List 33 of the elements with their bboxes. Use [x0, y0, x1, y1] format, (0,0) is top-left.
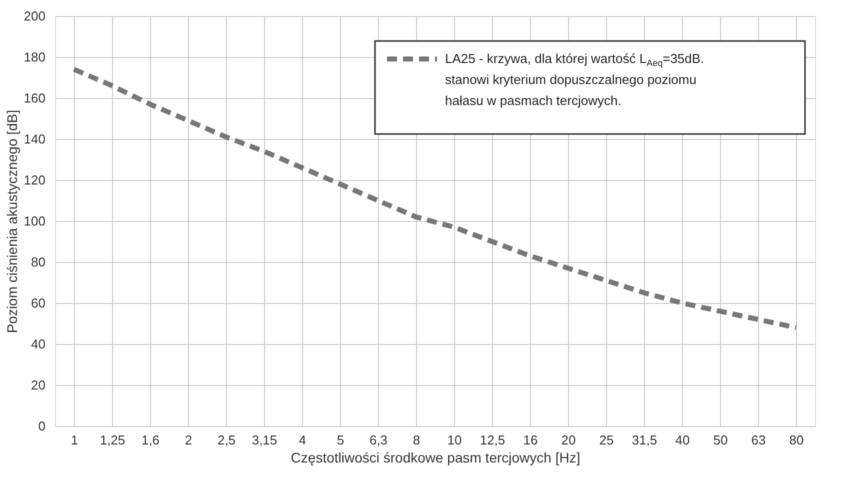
x-tick-label: 31,5 — [632, 432, 658, 448]
y-tick-label: 100 — [24, 214, 46, 228]
y-tick-label: 20 — [31, 378, 46, 392]
x-tick-label: 1 — [70, 432, 78, 448]
y-tick-label: 200 — [24, 8, 46, 24]
x-tick-label: 40 — [675, 432, 690, 448]
x-tick-label: 5 — [336, 432, 344, 448]
y-tick-label: 0 — [38, 418, 46, 434]
y-tick-label: 60 — [31, 296, 46, 310]
x-tick-label: 16 — [523, 432, 538, 448]
y-tick-label: 160 — [24, 90, 46, 106]
y-tick-label: 80 — [31, 254, 46, 270]
x-tick-label: 80 — [789, 432, 804, 448]
x-tick-label: 1,25 — [100, 432, 126, 448]
x-tick-label: 8 — [412, 432, 420, 448]
x-tick-label: 2,5 — [217, 432, 236, 448]
x-tick-label: 6,3 — [369, 432, 388, 448]
x-tick-label: 20 — [561, 432, 576, 448]
x-tick-label: 2 — [184, 432, 192, 448]
x-tick-label: 1,6 — [141, 432, 160, 448]
y-tick-label: 140 — [24, 132, 46, 146]
x-tick-label: 25 — [599, 432, 614, 448]
x-axis-title: Częstotliwości środkowe pasm tercjowych [Hz] — [290, 450, 580, 466]
y-tick-label: 180 — [24, 50, 46, 64]
x-tick-label: 3,15 — [252, 432, 278, 448]
y-axis-title: Poziom ciśnienia akustycznego [dB] — [4, 110, 20, 334]
x-tick-label: 50 — [713, 432, 728, 448]
y-tick-label: 40 — [31, 336, 46, 352]
x-tick-label: 63 — [751, 432, 766, 448]
x-tick-label: 4 — [298, 432, 306, 448]
y-tick-label: 120 — [24, 172, 46, 188]
x-tick-label: 12,5 — [480, 432, 506, 448]
x-tick-label: 10 — [447, 432, 462, 448]
